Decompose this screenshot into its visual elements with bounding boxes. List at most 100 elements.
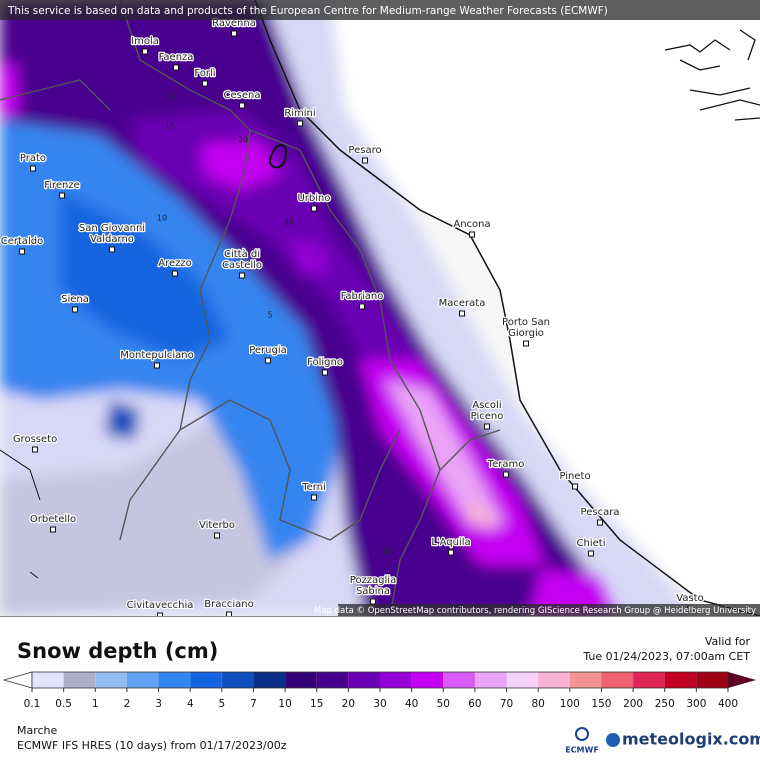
colorbar-segment xyxy=(664,672,697,688)
city-label: Sabina xyxy=(356,586,390,597)
colorbar-label: 40 xyxy=(405,698,418,710)
colorbar-segment xyxy=(348,672,380,688)
city-marker xyxy=(588,550,594,557)
city-marker xyxy=(157,612,163,616)
map-credit: Map data © OpenStreetMap contributors, r… xyxy=(314,606,756,616)
city-label: Pescara xyxy=(581,507,620,518)
valid-label: Valid for xyxy=(705,635,751,648)
city-label: Ravenna xyxy=(212,18,256,29)
colorbar-label: 3 xyxy=(155,698,162,710)
colorbar-segment xyxy=(63,672,96,688)
city-marker xyxy=(30,165,36,172)
colorbar-label: 2 xyxy=(124,698,131,710)
colorbar-label: 10 xyxy=(278,698,291,710)
colorbar-segment xyxy=(474,672,507,688)
city-marker xyxy=(370,598,376,605)
city-label: Chieti xyxy=(577,538,606,549)
colorbar-above xyxy=(728,672,756,688)
colorbar-segment xyxy=(316,672,349,688)
city-marker xyxy=(297,120,303,127)
colorbar-label: 150 xyxy=(591,698,611,710)
colorbar-segment xyxy=(601,672,634,688)
colorbar-segment xyxy=(32,672,64,688)
city-marker xyxy=(173,64,179,71)
city-label: Faenza xyxy=(159,52,194,63)
contour-label: 10 xyxy=(157,214,167,223)
city-label: Città di xyxy=(224,248,260,260)
city-marker xyxy=(202,80,208,87)
city-marker xyxy=(19,248,25,255)
region-borders xyxy=(0,0,501,616)
city-marker xyxy=(239,272,245,279)
city-marker xyxy=(50,526,56,533)
colorbar-segment xyxy=(285,672,317,688)
colorbar-label: 4 xyxy=(187,698,194,710)
city-label: Firenze xyxy=(44,180,80,191)
colorbar-segment xyxy=(95,672,127,688)
city-label: Macerata xyxy=(439,298,486,309)
colorbar-label: 250 xyxy=(655,698,675,710)
colorbar-segment xyxy=(126,672,159,688)
colorbar-label: 0.5 xyxy=(55,698,72,710)
city-marker xyxy=(142,48,148,55)
city-marker xyxy=(231,30,237,37)
colorbar-label: 100 xyxy=(560,698,580,710)
contour-label: 15 xyxy=(382,548,392,557)
colorbar-segment xyxy=(221,672,254,688)
contour-label: 20 xyxy=(284,218,294,227)
city-marker xyxy=(72,306,78,313)
city-marker xyxy=(154,362,160,369)
city-marker xyxy=(239,102,245,109)
city-label: Foligno xyxy=(307,357,343,368)
city-label: Cesena xyxy=(224,90,261,101)
city-label: Certaldo xyxy=(1,236,44,247)
colorbar-segment xyxy=(158,672,191,688)
colorbar-label: 5 xyxy=(218,698,225,710)
colorbar-segment xyxy=(411,672,444,688)
colorbar-segment xyxy=(538,672,570,688)
city-label: Pineto xyxy=(559,471,590,482)
city-label: L'Aquila xyxy=(431,537,470,548)
city-marker xyxy=(523,340,529,347)
city-label: Ascoli xyxy=(472,400,501,411)
colorbar-label: 15 xyxy=(310,698,323,710)
city-marker xyxy=(572,483,578,490)
city-label: Terni xyxy=(301,482,326,493)
colorbar-segment xyxy=(190,672,222,688)
city-marker xyxy=(172,270,178,277)
city-label: Urbino xyxy=(297,193,330,204)
colorbar-segment xyxy=(443,672,475,688)
brand: meteologix.com xyxy=(622,730,760,749)
city-marker xyxy=(469,231,475,238)
sea xyxy=(255,0,760,616)
city-marker xyxy=(59,192,65,199)
colorbar-segment xyxy=(253,672,286,688)
city-marker xyxy=(484,423,490,430)
city-label: Forlì xyxy=(194,67,215,79)
city-label: Porto San xyxy=(502,317,550,328)
valid-time: Tue 01/24/2023, 07:00am CET xyxy=(582,650,750,663)
attribution: This service is based on data and produc… xyxy=(7,5,608,17)
city-label: San Giovanni xyxy=(79,223,145,234)
city-label: Valdarno xyxy=(90,234,134,245)
snow-field xyxy=(0,0,700,616)
contour-label: 5 xyxy=(267,311,272,320)
city-marker xyxy=(214,532,220,539)
islands xyxy=(664,29,760,121)
city-label: Imola xyxy=(131,36,159,47)
city-label: Viterbo xyxy=(199,520,235,531)
city-marker xyxy=(597,519,603,526)
ecmwf-logo: ECMWF xyxy=(565,727,599,755)
coastline xyxy=(254,0,760,616)
city-label: Castello xyxy=(222,260,262,271)
city-marker xyxy=(311,494,317,501)
city-label: Rimini xyxy=(284,108,315,119)
city-label: Perugia xyxy=(249,345,287,356)
city-marker xyxy=(459,310,465,317)
colorbar-label: 300 xyxy=(686,698,706,710)
city-label: Siena xyxy=(61,294,89,305)
city-label: Pozzaglia xyxy=(350,575,396,586)
